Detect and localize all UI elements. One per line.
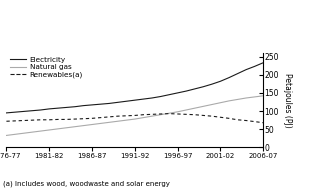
Line: Natural gas: Natural gas (6, 96, 263, 136)
Electricity (193, 88, 197, 90)
Electricity (219, 80, 222, 82)
Electricity (159, 95, 162, 98)
Electricity (201, 86, 205, 88)
Renewables(a) (201, 114, 205, 117)
Natural gas (193, 107, 197, 109)
Renewables(a) (210, 115, 214, 117)
Line: Electricity: Electricity (6, 63, 263, 113)
Renewables(a) (4, 120, 8, 122)
Electricity (253, 65, 256, 67)
Electricity (167, 94, 171, 96)
Natural gas (184, 109, 188, 111)
Renewables(a) (99, 116, 102, 119)
Natural gas (227, 100, 231, 102)
Renewables(a) (73, 118, 77, 120)
Renewables(a) (227, 117, 231, 119)
Electricity (124, 100, 128, 102)
Natural gas (90, 123, 94, 126)
Renewables(a) (65, 118, 68, 121)
Renewables(a) (116, 115, 120, 117)
Line: Renewables(a): Renewables(a) (6, 114, 263, 123)
Electricity (47, 108, 51, 110)
Electricity (65, 106, 68, 108)
Renewables(a) (184, 113, 188, 115)
Natural gas (73, 125, 77, 128)
Natural gas (159, 114, 162, 116)
Renewables(a) (244, 119, 248, 122)
Renewables(a) (56, 118, 60, 121)
Natural gas (82, 125, 85, 127)
Natural gas (124, 119, 128, 121)
Natural gas (107, 121, 111, 123)
Renewables(a) (159, 113, 162, 115)
Natural gas (39, 130, 43, 132)
Natural gas (13, 133, 17, 136)
Electricity (90, 104, 94, 106)
Natural gas (210, 103, 214, 106)
Natural gas (219, 101, 222, 104)
Renewables(a) (22, 119, 25, 122)
Renewables(a) (47, 119, 51, 121)
Natural gas (30, 131, 34, 133)
Renewables(a) (236, 119, 239, 121)
Renewables(a) (13, 120, 17, 122)
Electricity (142, 98, 145, 100)
Electricity (227, 77, 231, 79)
Renewables(a) (219, 116, 222, 118)
Natural gas (133, 118, 137, 120)
Natural gas (150, 115, 154, 117)
Electricity (4, 112, 8, 114)
Natural gas (99, 122, 102, 125)
Renewables(a) (142, 114, 145, 116)
Electricity (133, 99, 137, 101)
Electricity (261, 62, 265, 64)
Natural gas (201, 105, 205, 108)
Renewables(a) (133, 114, 137, 117)
Electricity (244, 68, 248, 71)
Electricity (236, 73, 239, 75)
Electricity (22, 110, 25, 113)
Y-axis label: Petajoules (PJ): Petajoules (PJ) (283, 73, 292, 128)
Electricity (56, 107, 60, 109)
Natural gas (167, 112, 171, 114)
Renewables(a) (107, 116, 111, 118)
Electricity (13, 111, 17, 113)
Renewables(a) (261, 122, 265, 124)
Renewables(a) (124, 115, 128, 117)
Electricity (150, 97, 154, 99)
Natural gas (142, 116, 145, 119)
Electricity (176, 92, 179, 94)
Natural gas (261, 95, 265, 97)
Natural gas (244, 97, 248, 99)
Electricity (30, 110, 34, 112)
Text: (a) Includes wood, woodwaste and solar energy: (a) Includes wood, woodwaste and solar e… (3, 181, 170, 187)
Natural gas (236, 98, 239, 101)
Electricity (210, 83, 214, 85)
Natural gas (4, 134, 8, 137)
Natural gas (47, 129, 51, 131)
Natural gas (22, 132, 25, 134)
Renewables(a) (253, 120, 256, 123)
Renewables(a) (30, 119, 34, 121)
Natural gas (56, 128, 60, 130)
Renewables(a) (167, 112, 171, 115)
Electricity (73, 106, 77, 108)
Natural gas (65, 127, 68, 129)
Renewables(a) (39, 119, 43, 121)
Natural gas (176, 111, 179, 113)
Electricity (99, 103, 102, 105)
Electricity (116, 101, 120, 104)
Electricity (82, 105, 85, 107)
Legend: Electricity, Natural gas, Renewables(a): Electricity, Natural gas, Renewables(a) (10, 57, 83, 78)
Renewables(a) (90, 117, 94, 119)
Renewables(a) (176, 113, 179, 115)
Electricity (184, 90, 188, 92)
Renewables(a) (193, 114, 197, 116)
Renewables(a) (150, 113, 154, 115)
Electricity (107, 102, 111, 105)
Renewables(a) (82, 118, 85, 120)
Natural gas (116, 120, 120, 122)
Electricity (39, 109, 43, 111)
Natural gas (253, 96, 256, 98)
